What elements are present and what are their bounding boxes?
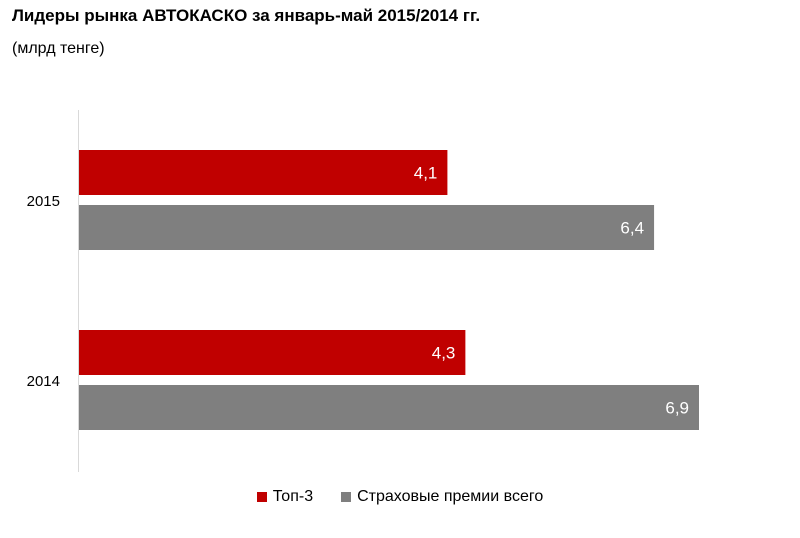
legend-label-total-premiums: Страховые премии всего (357, 488, 544, 505)
chart-title: Лидеры рынка АВТОКАСКО за январь-май 201… (12, 6, 481, 25)
chart-subtitle: (млрд тенге) (12, 40, 105, 57)
legend-item-top3: Топ-3 (256, 488, 314, 506)
legend-item-total-premiums: Страховые премии всего (341, 488, 543, 506)
legend-label-top3: Топ-3 (272, 488, 314, 505)
bar-total-2015 (79, 205, 655, 250)
data-label-top3-2014: 4,3 (432, 344, 456, 363)
category-label-2014: 2014 (27, 373, 60, 390)
bar-total-2014 (79, 385, 699, 430)
legend-swatch-top3 (256, 492, 267, 502)
category-label-2015: 2015 (27, 193, 60, 210)
data-label-total-2015: 6,4 (620, 219, 644, 238)
legend: Топ-3 Страховые премии всего (0, 488, 800, 506)
bar-top3-2015 (79, 150, 448, 195)
legend-swatch-total-premiums (341, 492, 352, 502)
data-label-total-2014: 6,9 (665, 399, 689, 418)
bar-top3-2014 (79, 330, 466, 375)
data-label-top3-2015: 4,1 (414, 164, 438, 183)
